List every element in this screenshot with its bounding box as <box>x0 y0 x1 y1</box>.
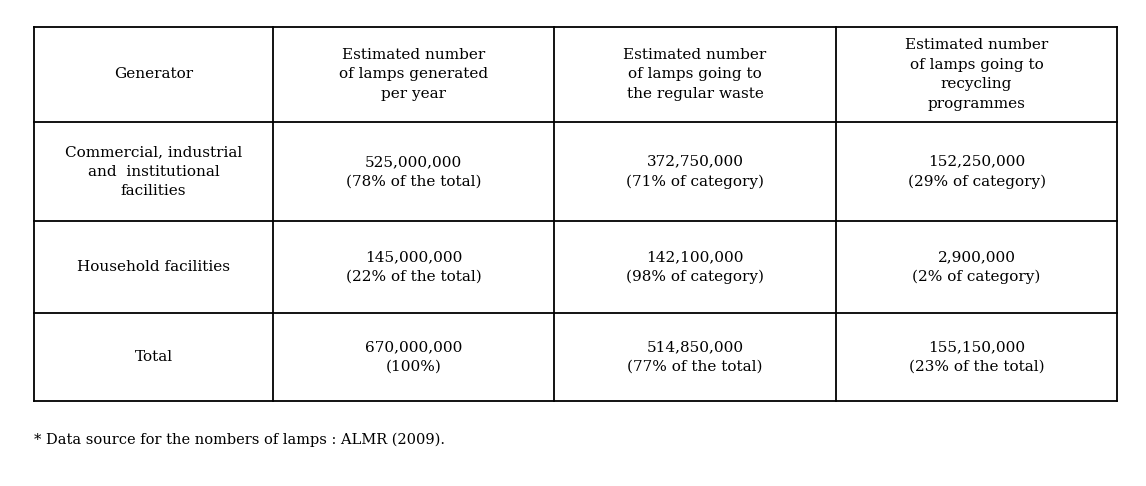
Text: 525,000,000
(78% of the total): 525,000,000 (78% of the total) <box>346 155 481 189</box>
Text: 670,000,000
(100%): 670,000,000 (100%) <box>364 340 462 374</box>
Text: Estimated number
of lamps going to
the regular waste: Estimated number of lamps going to the r… <box>623 48 767 101</box>
Text: 142,100,000
(98% of category): 142,100,000 (98% of category) <box>626 250 764 284</box>
Text: 155,150,000
(23% of the total): 155,150,000 (23% of the total) <box>909 340 1044 374</box>
Text: Estimated number
of lamps generated
per year: Estimated number of lamps generated per … <box>339 48 488 101</box>
Text: 145,000,000
(22% of the total): 145,000,000 (22% of the total) <box>346 250 481 284</box>
Text: Total: Total <box>134 350 173 364</box>
Text: * Data source for the nombers of lamps : ALMR (2009).: * Data source for the nombers of lamps :… <box>34 433 446 447</box>
Text: 514,850,000
(77% of the total): 514,850,000 (77% of the total) <box>627 340 763 374</box>
Text: 372,750,000
(71% of category): 372,750,000 (71% of category) <box>626 155 764 189</box>
Text: Commercial, industrial
and  institutional
facilities: Commercial, industrial and institutional… <box>65 145 242 198</box>
Text: Household facilities: Household facilities <box>77 260 230 274</box>
Text: 152,250,000
(29% of category): 152,250,000 (29% of category) <box>908 155 1045 189</box>
Text: 2,900,000
(2% of category): 2,900,000 (2% of category) <box>912 250 1041 284</box>
Text: Generator: Generator <box>113 68 193 82</box>
Text: Estimated number
of lamps going to
recycling
programmes: Estimated number of lamps going to recyc… <box>905 38 1049 111</box>
